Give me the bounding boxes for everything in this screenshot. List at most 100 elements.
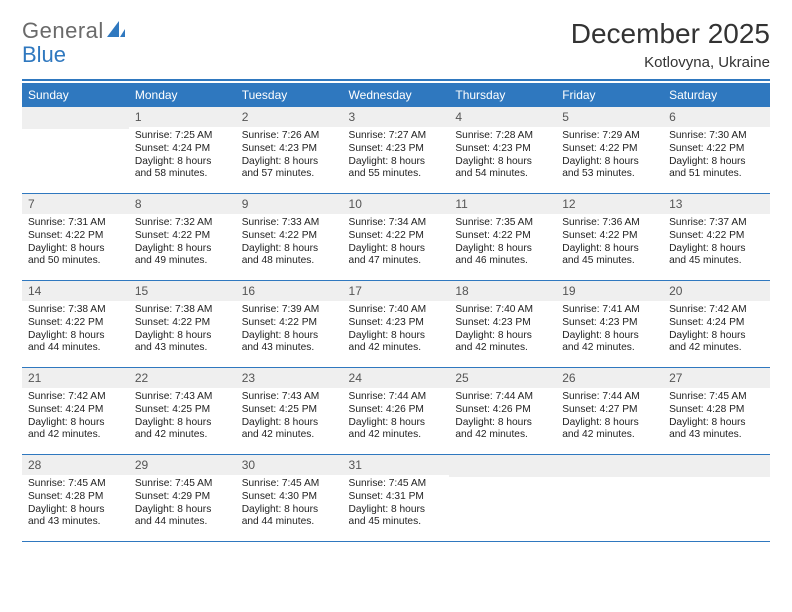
sunset-line: Sunset: 4:30 PM <box>242 491 337 504</box>
calendar-day-cell: 3Sunrise: 7:27 AMSunset: 4:23 PMDaylight… <box>343 107 450 194</box>
calendar-day-cell: 24Sunrise: 7:44 AMSunset: 4:26 PMDayligh… <box>343 368 450 455</box>
sunrise-line: Sunrise: 7:43 AM <box>242 391 337 404</box>
daylight-line: Daylight: 8 hours <box>135 417 230 430</box>
sunset-line: Sunset: 4:22 PM <box>349 230 444 243</box>
calendar-day-cell: 5Sunrise: 7:29 AMSunset: 4:22 PMDaylight… <box>556 107 663 194</box>
sunset-line: Sunset: 4:24 PM <box>135 143 230 156</box>
daylight-line: Daylight: 8 hours <box>349 504 444 517</box>
calendar-day-cell: 10Sunrise: 7:34 AMSunset: 4:22 PMDayligh… <box>343 194 450 281</box>
calendar-day-cell: 26Sunrise: 7:44 AMSunset: 4:27 PMDayligh… <box>556 368 663 455</box>
calendar-day-cell: 15Sunrise: 7:38 AMSunset: 4:22 PMDayligh… <box>129 281 236 368</box>
day-number: 11 <box>449 194 556 214</box>
day-details: Sunrise: 7:45 AMSunset: 4:31 PMDaylight:… <box>343 475 450 533</box>
day-number: 7 <box>22 194 129 214</box>
sunset-line: Sunset: 4:22 PM <box>135 317 230 330</box>
sunset-line: Sunset: 4:25 PM <box>135 404 230 417</box>
day-number <box>556 455 663 477</box>
day-number: 20 <box>663 281 770 301</box>
daylight-line: Daylight: 8 hours <box>562 330 657 343</box>
calendar-day-cell: 4Sunrise: 7:28 AMSunset: 4:23 PMDaylight… <box>449 107 556 194</box>
weekday-header-row: Sunday Monday Tuesday Wednesday Thursday… <box>22 83 770 107</box>
day-number: 6 <box>663 107 770 127</box>
day-details <box>22 129 129 136</box>
day-details: Sunrise: 7:38 AMSunset: 4:22 PMDaylight:… <box>22 301 129 359</box>
sunrise-line: Sunrise: 7:38 AM <box>28 304 123 317</box>
daylight-line: Daylight: 8 hours <box>28 330 123 343</box>
sunrise-line: Sunrise: 7:40 AM <box>349 304 444 317</box>
sunrise-line: Sunrise: 7:38 AM <box>135 304 230 317</box>
calendar-day-cell: 11 Sunrise: 7:35 AMSunset: 4:22 PMDayligh… <box>449 194 556 281</box>
sunrise-line: Sunrise: 7:35 AM <box>455 217 550 230</box>
sunrise-line: Sunrise: 7:42 AM <box>28 391 123 404</box>
calendar-day-cell: 16Sunrise: 7:39 AMSunset: 4:22 PMDayligh… <box>236 281 343 368</box>
sunset-line: Sunset: 4:23 PM <box>242 143 337 156</box>
sunset-line: Sunset: 4:22 PM <box>242 317 337 330</box>
calendar-head: Sunday Monday Tuesday Wednesday Thursday… <box>22 83 770 107</box>
daylight-line: Daylight: 8 hours <box>349 417 444 430</box>
sunrise-line: Sunrise: 7:37 AM <box>669 217 764 230</box>
day-number: 17 <box>343 281 450 301</box>
sunrise-line: Sunrise: 7:30 AM <box>669 130 764 143</box>
sunrise-line: Sunrise: 7:44 AM <box>349 391 444 404</box>
sunrise-line: Sunrise: 7:29 AM <box>562 130 657 143</box>
calendar-day-cell: 9Sunrise: 7:33 AMSunset: 4:22 PMDaylight… <box>236 194 343 281</box>
sunrise-line: Sunrise: 7:44 AM <box>455 391 550 404</box>
daylight-line: and 45 minutes. <box>669 255 764 268</box>
calendar-page: General Blue December 2025 Kotlovyna, Uk… <box>0 0 792 612</box>
sunrise-line: Sunrise: 7:45 AM <box>349 478 444 491</box>
daylight-line: and 47 minutes. <box>349 255 444 268</box>
daylight-line: Daylight: 8 hours <box>562 243 657 256</box>
sunrise-line: Sunrise: 7:43 AM <box>135 391 230 404</box>
calendar-day-cell: 7Sunrise: 7:31 AMSunset: 4:22 PMDaylight… <box>22 194 129 281</box>
calendar-day-cell: 31Sunrise: 7:45 AMSunset: 4:31 PMDayligh… <box>343 455 450 542</box>
day-number <box>22 107 129 129</box>
daylight-line: and 43 minutes. <box>135 342 230 355</box>
day-number: 25 <box>449 368 556 388</box>
day-number: 26 <box>556 368 663 388</box>
calendar-week-row: 14Sunrise: 7:38 AMSunset: 4:22 PMDayligh… <box>22 281 770 368</box>
daylight-line: and 49 minutes. <box>135 255 230 268</box>
day-details: Sunrise: 7:45 AMSunset: 4:28 PMDaylight:… <box>22 475 129 533</box>
header-divider <box>22 79 770 81</box>
weekday-header: Friday <box>556 83 663 107</box>
sunset-line: Sunset: 4:22 PM <box>562 143 657 156</box>
sunrise-line: Sunrise: 7:25 AM <box>135 130 230 143</box>
sunset-line: Sunset: 4:28 PM <box>28 491 123 504</box>
daylight-line: Daylight: 8 hours <box>28 243 123 256</box>
daylight-line: Daylight: 8 hours <box>455 156 550 169</box>
day-details: Sunrise: 7:45 AMSunset: 4:28 PMDaylight:… <box>663 388 770 446</box>
calendar-day-cell: 29Sunrise: 7:45 AMSunset: 4:29 PMDayligh… <box>129 455 236 542</box>
weekday-header: Saturday <box>663 83 770 107</box>
weekday-header: Tuesday <box>236 83 343 107</box>
daylight-line: and 42 minutes. <box>135 429 230 442</box>
sunrise-line: Sunrise: 7:28 AM <box>455 130 550 143</box>
day-details: Sunrise: 7:45 AMSunset: 4:30 PMDaylight:… <box>236 475 343 533</box>
day-number: 13 <box>663 194 770 214</box>
sunset-line: Sunset: 4:22 PM <box>455 230 550 243</box>
daylight-line: Daylight: 8 hours <box>562 156 657 169</box>
brand-logo-text: General Blue <box>22 18 126 70</box>
daylight-line: and 57 minutes. <box>242 168 337 181</box>
daylight-line: and 42 minutes. <box>669 342 764 355</box>
calendar-week-row: 7Sunrise: 7:31 AMSunset: 4:22 PMDaylight… <box>22 194 770 281</box>
sunrise-line: Sunrise: 7:45 AM <box>135 478 230 491</box>
page-header: General Blue December 2025 Kotlovyna, Uk… <box>22 18 770 71</box>
weekday-header: Thursday <box>449 83 556 107</box>
day-details: Sunrise: 7:43 AMSunset: 4:25 PMDaylight:… <box>129 388 236 446</box>
brand-word2: Blue <box>22 42 126 68</box>
day-number: 9 <box>236 194 343 214</box>
daylight-line: and 43 minutes. <box>28 516 123 529</box>
day-number: 16 <box>236 281 343 301</box>
daylight-line: and 42 minutes. <box>562 342 657 355</box>
daylight-line: Daylight: 8 hours <box>242 330 337 343</box>
day-number <box>663 455 770 477</box>
day-details: Sunrise: 7:28 AMSunset: 4:23 PMDaylight:… <box>449 127 556 185</box>
sunset-line: Sunset: 4:23 PM <box>349 143 444 156</box>
day-number: 4 <box>449 107 556 127</box>
daylight-line: Daylight: 8 hours <box>455 243 550 256</box>
sunset-line: Sunset: 4:28 PM <box>669 404 764 417</box>
calendar-body: 1Sunrise: 7:25 AMSunset: 4:24 PMDaylight… <box>22 107 770 542</box>
day-number: 2 <box>236 107 343 127</box>
day-details: Sunrise: 7:42 AMSunset: 4:24 PMDaylight:… <box>663 301 770 359</box>
daylight-line: and 50 minutes. <box>28 255 123 268</box>
